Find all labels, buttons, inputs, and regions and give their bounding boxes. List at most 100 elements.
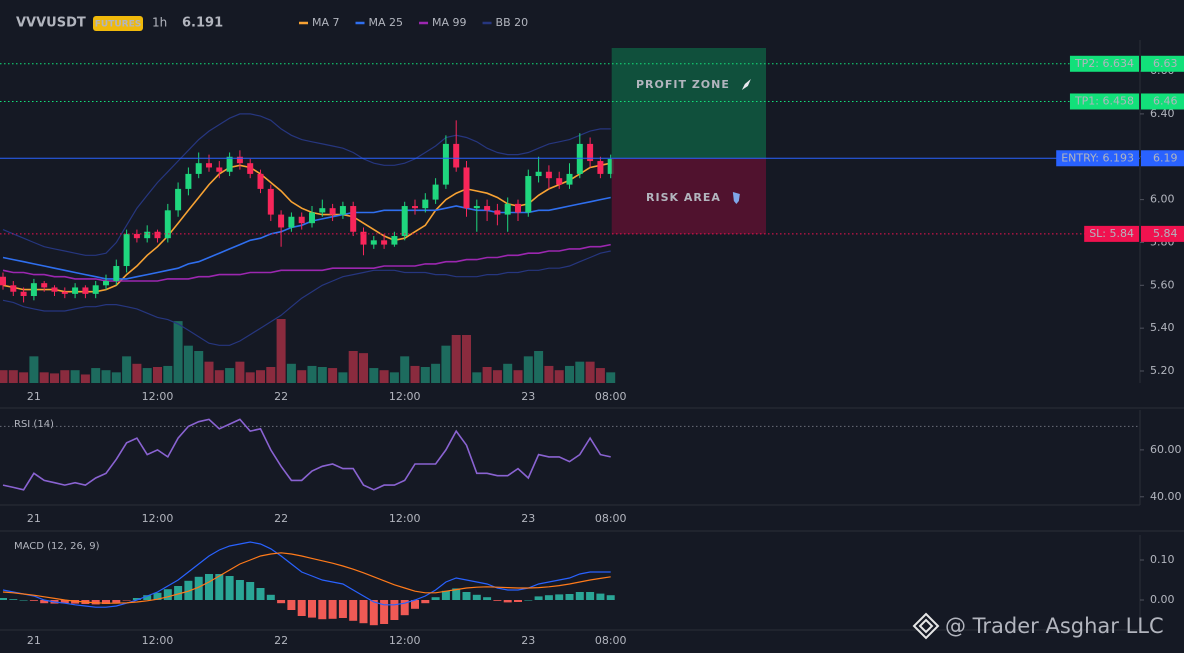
histogram-bar (472, 594, 481, 600)
rsi-line (2, 418, 611, 491)
volume-bar (286, 363, 296, 383)
rocket-icon (741, 79, 751, 90)
candle-body (494, 210, 501, 215)
level-badge-label: TP2: 6.634 (1074, 57, 1134, 70)
volume-bar (369, 368, 379, 383)
histogram-bar (102, 600, 110, 604)
candle-body (298, 216, 305, 224)
axis-badge-label: 6.46 (1153, 94, 1178, 107)
histogram-bar (503, 600, 512, 603)
histogram-bar (359, 600, 368, 624)
histogram-bar (514, 600, 522, 602)
level-badge-bg (1056, 150, 1139, 167)
volume-bar (420, 367, 430, 383)
candle-body (545, 171, 552, 179)
candle-body (82, 287, 89, 294)
histogram-bar (266, 594, 275, 600)
candle-body (278, 214, 285, 228)
candle-body (164, 210, 171, 239)
volume-bar (163, 365, 173, 383)
candle-body (391, 236, 398, 245)
histogram-bar (369, 600, 378, 626)
watermark: @ Trader Asghar LLC (945, 614, 1164, 638)
axis-badge-label: 5.84 (1153, 227, 1178, 240)
y-tick-label: 6.00 (1150, 193, 1175, 206)
legend-label: BB 20 (496, 16, 529, 29)
histogram-bar (256, 588, 265, 600)
histogram-bar (184, 580, 193, 600)
histogram-bar (205, 574, 213, 600)
volume-bar (307, 365, 317, 383)
volume-bar (400, 356, 410, 383)
histogram-bar (297, 600, 306, 616)
volume-bar (348, 351, 358, 383)
candle-body (92, 285, 99, 294)
candle-body (41, 283, 48, 288)
volume-bar (50, 373, 59, 383)
histogram-bar (246, 582, 255, 600)
candle-body (535, 171, 542, 177)
volume-bar (389, 372, 399, 383)
histogram-bar (524, 600, 533, 601)
volume-bar (8, 370, 18, 383)
volume-bar (225, 368, 235, 383)
axis-badge-bg (1141, 225, 1184, 242)
candle-body (422, 199, 429, 209)
x-tick-label: 21 (27, 390, 41, 403)
x-tick-label: 08:00 (595, 512, 627, 525)
level-badge: TP1: 6.458 (1069, 93, 1139, 110)
x-tick-label: 12:00 (142, 512, 174, 525)
volume-bar (317, 367, 327, 383)
candle-body (0, 276, 6, 286)
histogram-bar (308, 600, 316, 618)
candle-body (267, 188, 274, 215)
histogram-bar (29, 600, 38, 601)
candle-body (185, 173, 192, 189)
histogram-bar (277, 600, 286, 604)
candle-body (350, 206, 357, 232)
volume-bar (39, 372, 49, 383)
axis-badge-bg (1141, 93, 1184, 110)
candle-body (103, 281, 109, 286)
x-tick-label: 22 (274, 634, 288, 647)
volume-bar (29, 356, 39, 383)
level-badge-bg (1084, 225, 1139, 242)
volume-bar (482, 367, 492, 383)
level-badge-label: TP1: 6.458 (1074, 94, 1134, 107)
candle-body (504, 203, 511, 215)
volume-bar (492, 370, 502, 383)
volume-bar (544, 365, 554, 383)
legend-label: MA 7 (312, 16, 340, 29)
histogram-bar (60, 600, 69, 604)
volume-bar (194, 351, 204, 383)
x-tick-label: 12:00 (142, 634, 174, 647)
volume-bar (297, 370, 307, 383)
histogram-bar (534, 596, 543, 600)
histogram-bar (544, 595, 553, 600)
ma-line (2, 243, 611, 282)
histogram-bar (235, 580, 244, 600)
candle-body (319, 208, 326, 213)
volume-bar (431, 363, 441, 383)
histogram-bar (400, 600, 409, 616)
histogram-bar (596, 593, 605, 600)
candle-body (216, 167, 223, 172)
y-tick-label: 0.10 (1150, 553, 1175, 566)
histogram-bar (411, 600, 419, 609)
risk-zone (611, 158, 766, 234)
candle-body (453, 143, 460, 168)
last-price: 6.191 (182, 16, 223, 31)
profit-zone (611, 48, 766, 159)
candle-body (113, 266, 120, 282)
level-badge-label: SL: 5.84 (1089, 227, 1134, 240)
candle-body (288, 216, 295, 228)
x-tick-label: 22 (274, 390, 288, 403)
candle-body (597, 161, 604, 174)
y-tick-label: 40.00 (1150, 490, 1182, 503)
y-tick-label: 0.00 (1150, 593, 1175, 606)
candle-body (566, 173, 573, 185)
volume-bar (441, 345, 451, 383)
volume-bar (472, 372, 482, 383)
level-badge-bg (1069, 55, 1139, 72)
